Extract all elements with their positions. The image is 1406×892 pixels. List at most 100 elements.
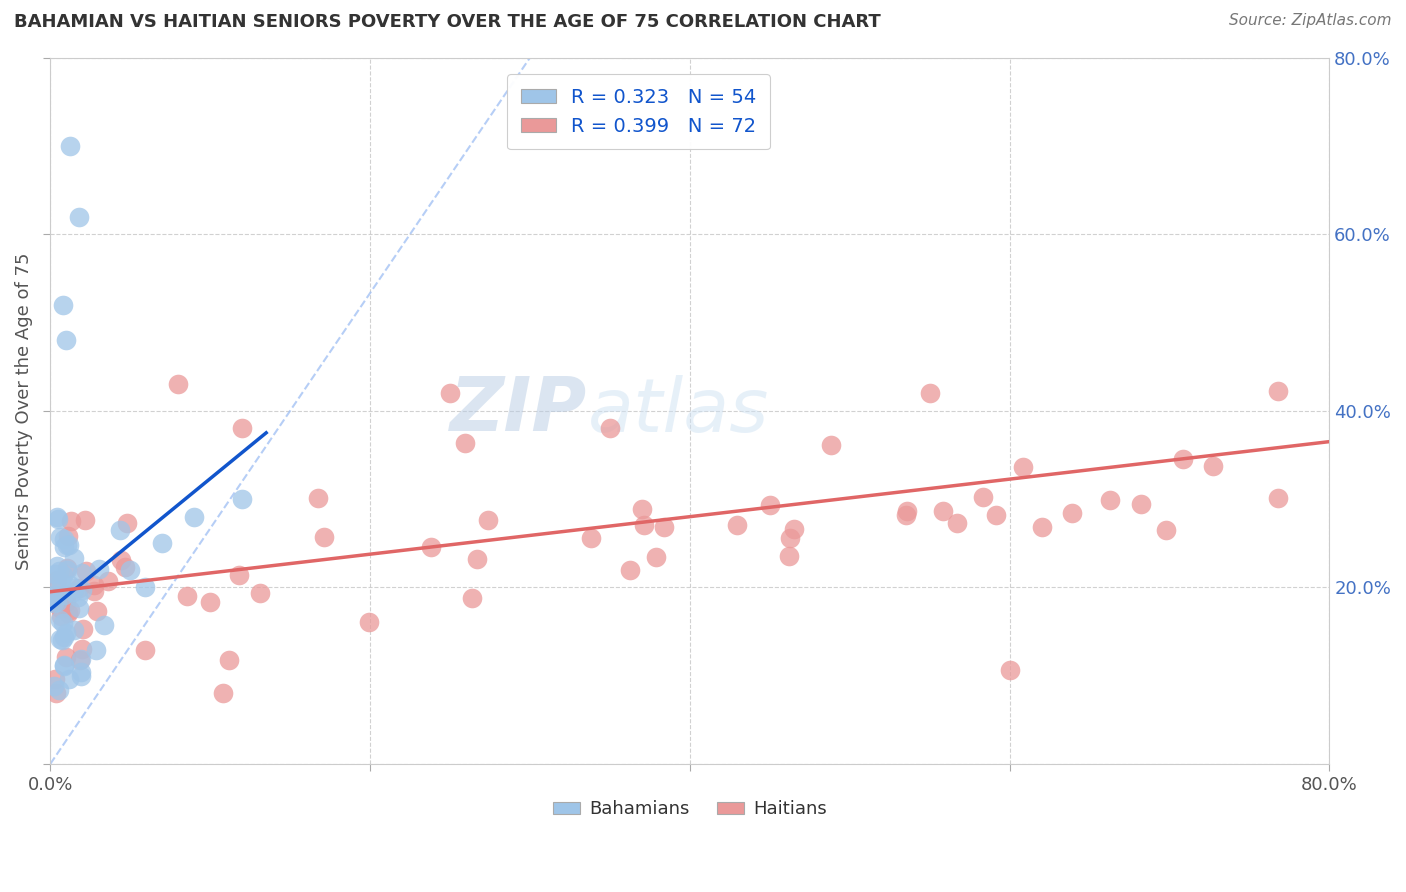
Point <box>69 665 91 679</box>
Point <box>53 532 76 546</box>
Y-axis label: Seniors Poverty Over the Age of 75: Seniors Poverty Over the Age of 75 <box>15 252 32 569</box>
Point <box>946 516 969 530</box>
Point <box>84 643 107 657</box>
Point <box>56 529 79 543</box>
Point <box>53 658 76 673</box>
Point <box>1171 451 1194 466</box>
Point <box>63 551 86 566</box>
Point <box>114 560 136 574</box>
Point <box>70 669 93 683</box>
Point <box>778 549 800 563</box>
Point <box>820 438 842 452</box>
Point <box>633 517 655 532</box>
Point <box>579 531 602 545</box>
Point <box>67 590 90 604</box>
Point <box>72 623 94 637</box>
Point <box>218 653 240 667</box>
Point <box>419 540 441 554</box>
Point <box>83 584 105 599</box>
Point <box>453 435 475 450</box>
Point <box>48 600 70 615</box>
Point <box>1267 491 1289 506</box>
Point <box>46 510 69 524</box>
Point <box>249 585 271 599</box>
Point <box>477 513 499 527</box>
Point <box>48 530 70 544</box>
Point <box>93 617 115 632</box>
Point <box>52 588 75 602</box>
Point <box>984 508 1007 522</box>
Point <box>45 558 67 573</box>
Point <box>134 643 156 657</box>
Point <box>150 536 173 550</box>
Point <box>63 581 86 595</box>
Point <box>183 509 205 524</box>
Text: atlas: atlas <box>588 375 769 447</box>
Point <box>67 582 90 596</box>
Point <box>212 686 235 700</box>
Point <box>1012 459 1035 474</box>
Text: Source: ZipAtlas.com: Source: ZipAtlas.com <box>1229 13 1392 29</box>
Point <box>1267 384 1289 399</box>
Point <box>51 609 73 624</box>
Point <box>1031 520 1053 534</box>
Point <box>52 298 75 312</box>
Text: ZIP: ZIP <box>450 375 588 447</box>
Point <box>228 567 250 582</box>
Point <box>59 603 82 617</box>
Point <box>67 210 90 224</box>
Point <box>52 615 75 630</box>
Point <box>1156 523 1178 537</box>
Point <box>45 573 67 587</box>
Point <box>58 537 80 551</box>
Point <box>87 562 110 576</box>
Point <box>108 523 131 537</box>
Point <box>725 518 748 533</box>
Point <box>44 575 66 590</box>
Point <box>896 508 918 522</box>
Point <box>59 514 82 528</box>
Point <box>460 591 482 605</box>
Point <box>42 679 65 693</box>
Point <box>52 630 75 644</box>
Point <box>42 593 65 607</box>
Point <box>62 585 84 599</box>
Point <box>998 663 1021 677</box>
Point <box>70 566 93 580</box>
Point <box>1202 458 1225 473</box>
Point <box>44 672 66 686</box>
Point <box>619 563 641 577</box>
Point <box>58 139 80 153</box>
Point <box>97 574 120 588</box>
Point <box>86 604 108 618</box>
Point <box>70 652 93 666</box>
Point <box>783 523 806 537</box>
Point <box>51 568 73 582</box>
Point <box>52 541 75 555</box>
Point <box>49 575 72 590</box>
Point <box>200 595 222 609</box>
Point <box>465 552 488 566</box>
Legend: Bahamians, Haitians: Bahamians, Haitians <box>546 793 834 825</box>
Point <box>110 553 132 567</box>
Point <box>48 632 70 647</box>
Point <box>231 421 253 435</box>
Point <box>56 607 79 621</box>
Point <box>439 386 461 401</box>
Point <box>1098 492 1121 507</box>
Point <box>58 578 80 592</box>
Point <box>357 615 380 629</box>
Point <box>176 589 198 603</box>
Point <box>55 563 77 577</box>
Point <box>48 564 70 578</box>
Point <box>62 623 84 637</box>
Point <box>231 491 253 506</box>
Point <box>918 386 941 401</box>
Point <box>896 504 918 518</box>
Point <box>42 596 65 610</box>
Point <box>48 683 70 698</box>
Point <box>58 672 80 686</box>
Point <box>630 502 652 516</box>
Point <box>48 512 70 526</box>
Point <box>55 595 77 609</box>
